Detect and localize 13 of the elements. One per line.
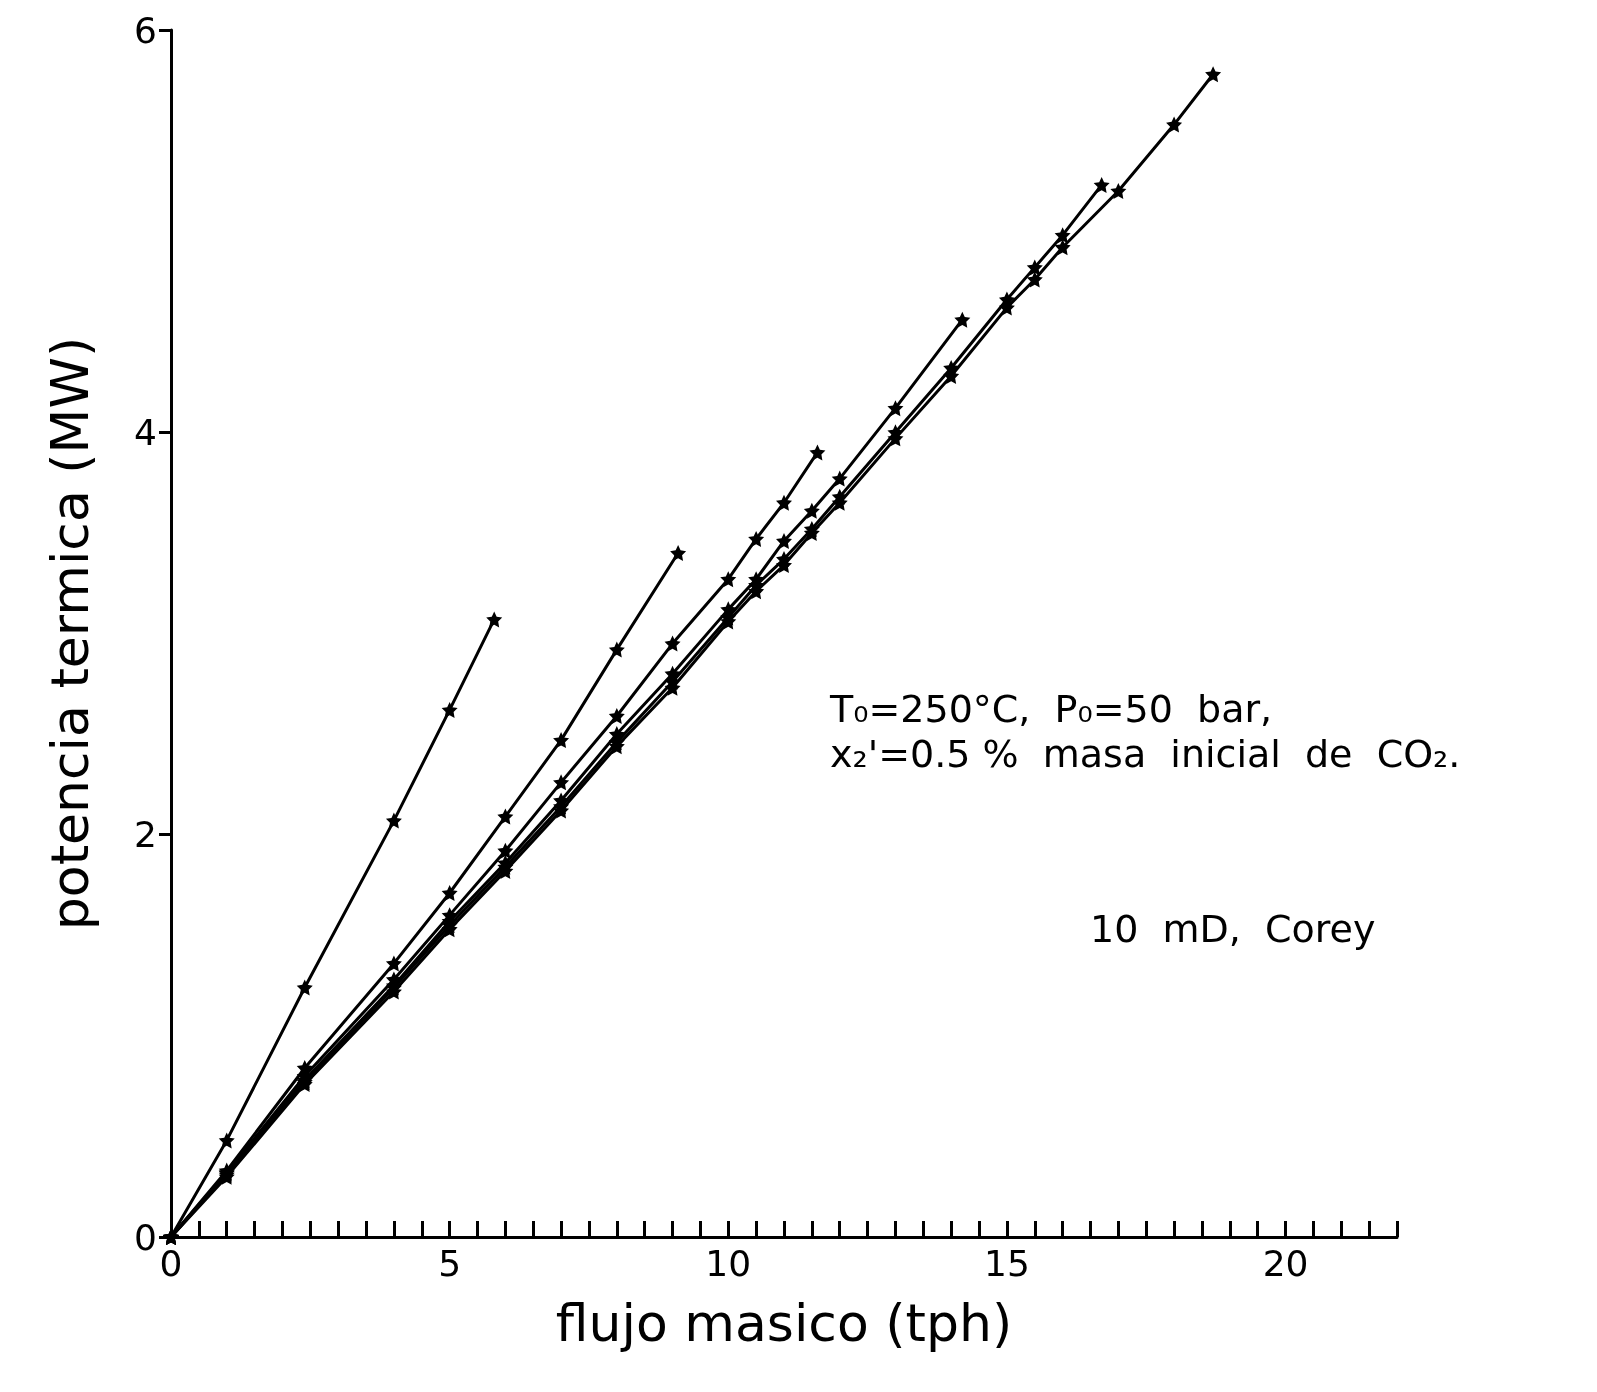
y-tick-label: 6 — [134, 9, 157, 51]
x-tick-label: 15 — [984, 1242, 1030, 1284]
y-axis-title: potencia termica (MW) — [40, 336, 100, 931]
x-tick-label: 5 — [438, 1242, 462, 1284]
y-tick-label: 4 — [134, 411, 157, 453]
annotation: 10 mD, Corey — [1090, 907, 1376, 951]
annotation: T₀=250°C, P₀=50 bar, — [829, 687, 1273, 731]
x-axis-title: flujo masico (tph) — [555, 1293, 1013, 1353]
y-tick-label: 0 — [134, 1216, 157, 1258]
x-tick-label: 10 — [705, 1242, 752, 1284]
x-tick-label: 20 — [1262, 1242, 1309, 1284]
annotation: x₂'=0.5 % masa inicial de CO₂. — [830, 732, 1461, 776]
y-tick-label: 2 — [134, 814, 157, 856]
